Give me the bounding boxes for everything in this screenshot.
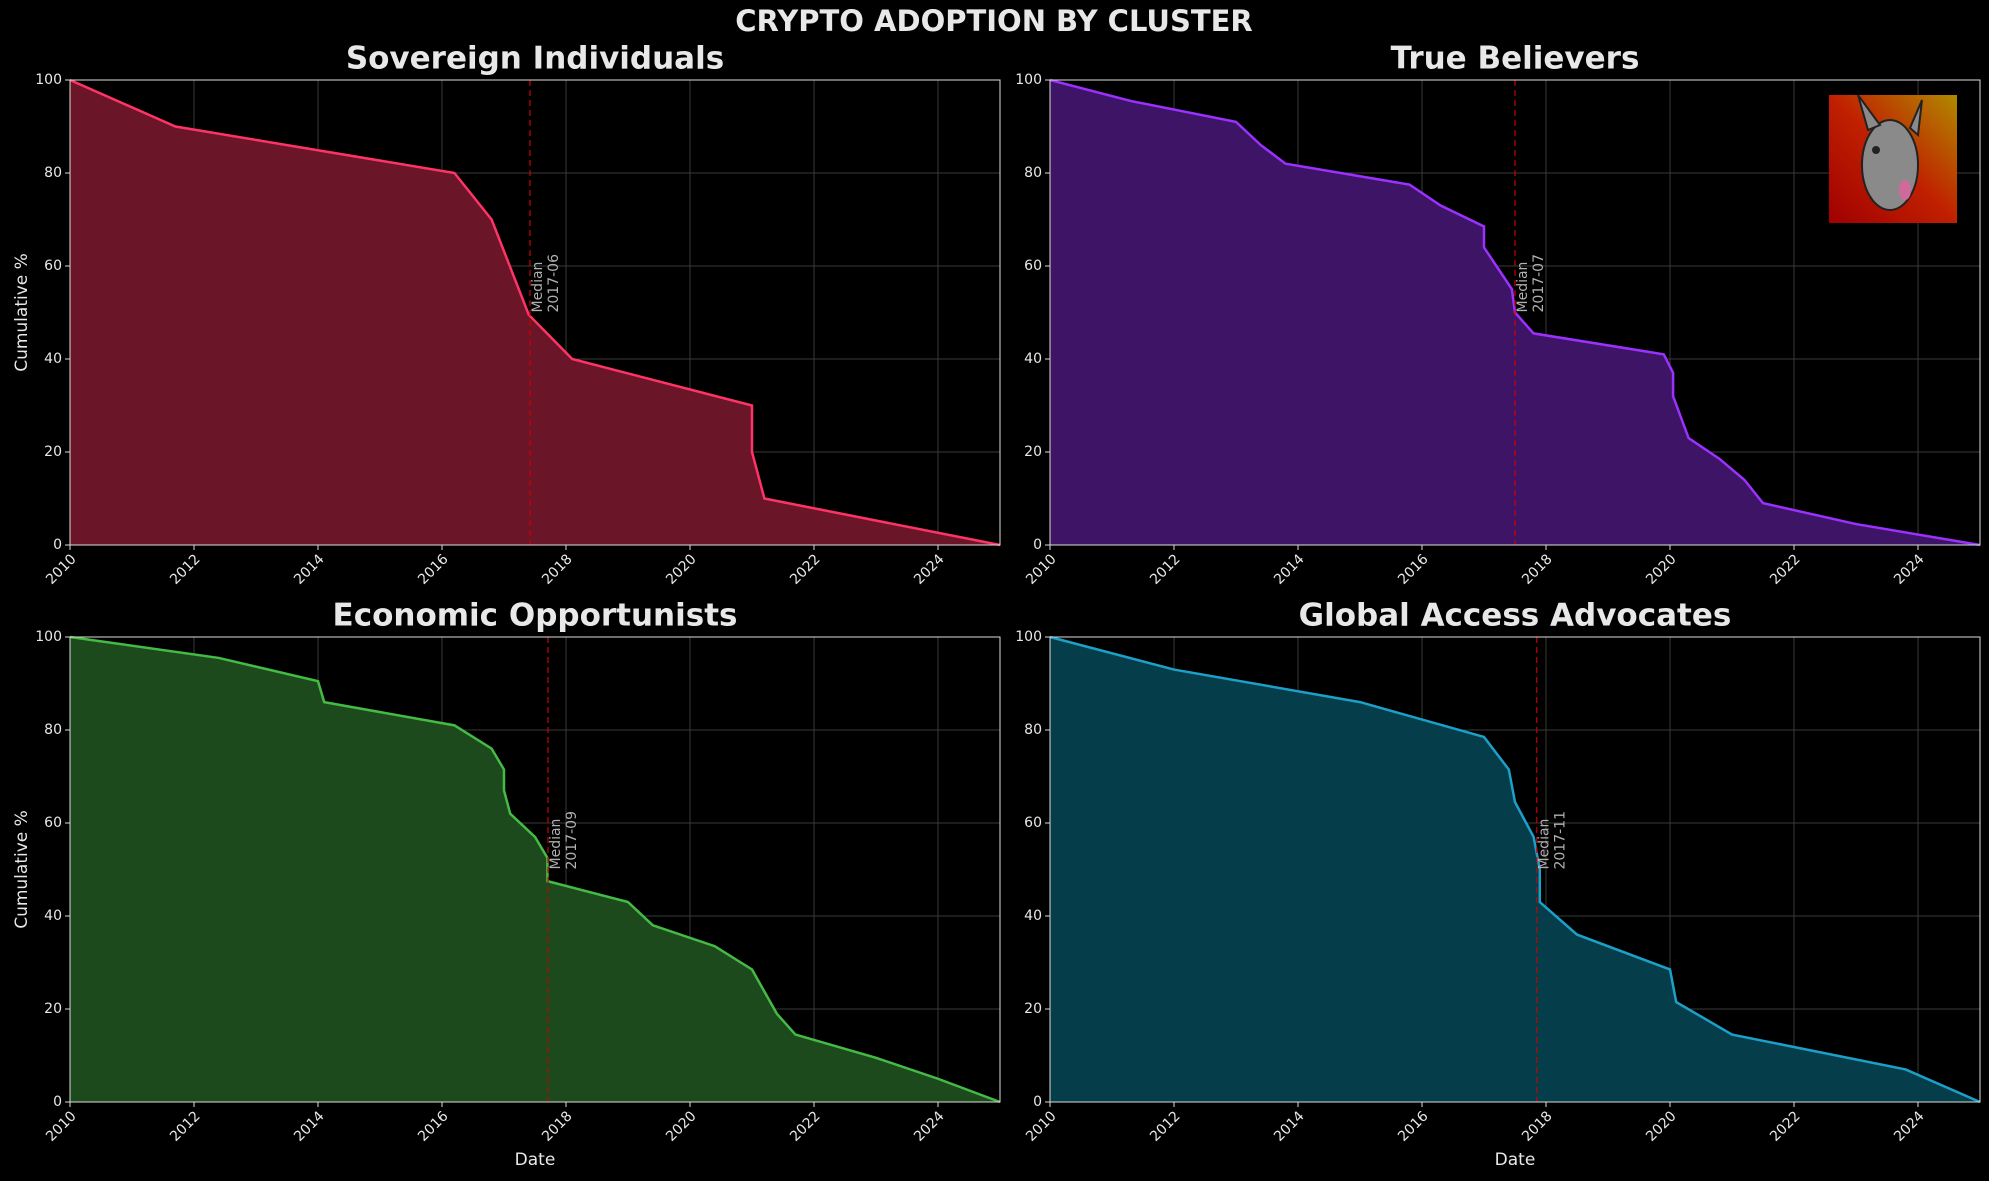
- y-tick-label: 20: [1024, 444, 1042, 460]
- y-tick-label: 40: [44, 908, 62, 924]
- y-tick-label: 40: [1024, 908, 1042, 924]
- subplot-title: True Believers: [1391, 41, 1640, 77]
- subplot-title: Global Access Advocates: [1299, 598, 1732, 634]
- area-fill: [70, 80, 1000, 545]
- y-tick-label: 20: [44, 1001, 62, 1017]
- y-tick-label: 100: [1015, 72, 1042, 88]
- y-tick-label: 60: [1024, 815, 1042, 831]
- area-fill: [1050, 637, 1980, 1102]
- median-date: 2017-09: [564, 811, 580, 870]
- median-date: 2017-06: [546, 254, 562, 313]
- y-tick-label: 0: [53, 1094, 62, 1110]
- line: [1049, 78, 1981, 547]
- subplot-title: Sovereign Individuals: [346, 41, 724, 77]
- line: [69, 78, 1001, 547]
- axes-frame: [69, 636, 1001, 1103]
- y-tick-label: 20: [44, 444, 62, 460]
- line: [1049, 635, 1981, 1104]
- area-fill: [70, 637, 1000, 1102]
- y-tick-label: 0: [1033, 1094, 1042, 1110]
- y-tick-label: 20: [1024, 1001, 1042, 1017]
- y-tick-label: 0: [1033, 537, 1042, 553]
- median-text: Median: [530, 262, 546, 313]
- axes-frame: [1049, 79, 1981, 546]
- y-tick-label: 100: [35, 629, 62, 645]
- y-tick-label: 40: [44, 351, 62, 367]
- logo-image: [1829, 94, 1957, 223]
- x-axis-label: Date: [515, 1150, 556, 1170]
- y-tick-label: 60: [1024, 258, 1042, 274]
- subplot-title: Economic Opportunists: [333, 598, 738, 634]
- figure-title: CRYPTO ADOPTION BY CLUSTER: [735, 4, 1253, 38]
- y-tick-label: 100: [35, 72, 62, 88]
- y-tick-label: 40: [1024, 351, 1042, 367]
- median-text: Median: [548, 819, 564, 870]
- axes-frame: [69, 79, 1001, 546]
- median-text: Median: [1515, 262, 1531, 313]
- y-tick-label: 80: [1024, 165, 1042, 181]
- x-axis-label: Date: [1495, 1150, 1536, 1170]
- y-tick-label: 80: [44, 722, 62, 738]
- median-date: 2017-07: [1531, 254, 1547, 313]
- y-tick-label: 80: [1024, 722, 1042, 738]
- median-text: Median: [1537, 819, 1553, 870]
- median-date: 2017-11: [1553, 811, 1569, 870]
- y-axis-label: Cumulative %: [12, 810, 32, 929]
- y-tick-label: 100: [1015, 629, 1042, 645]
- y-axis-label: Cumulative %: [12, 253, 32, 372]
- axes-frame: [1049, 636, 1981, 1103]
- y-tick-label: 60: [44, 258, 62, 274]
- y-tick-label: 80: [44, 165, 62, 181]
- y-tick-label: 0: [53, 537, 62, 553]
- y-tick-label: 60: [44, 815, 62, 831]
